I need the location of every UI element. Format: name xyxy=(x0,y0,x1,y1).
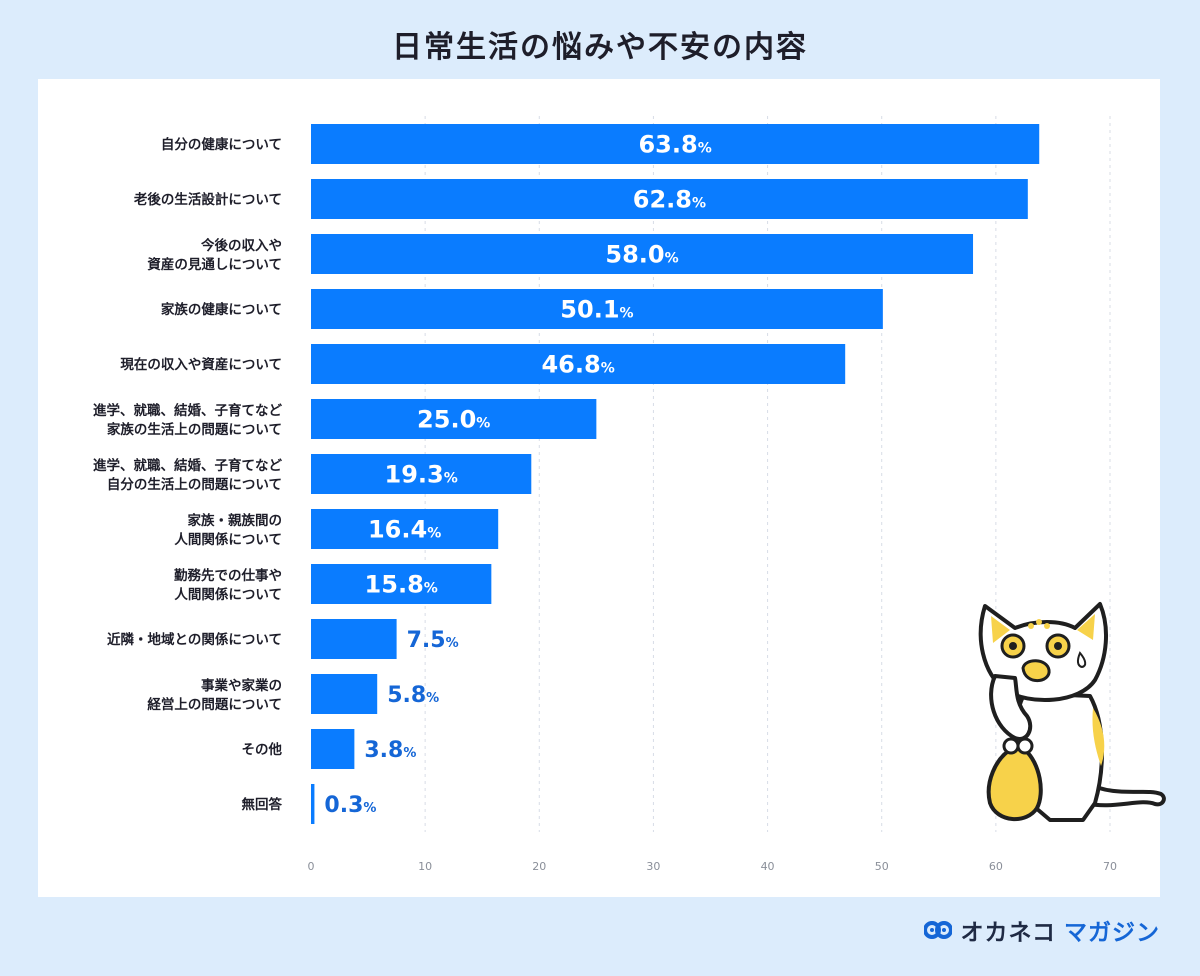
category-label-0: 自分の健康について xyxy=(161,136,282,153)
category-label-7: 家族・親族間の人間関係について xyxy=(174,512,282,548)
brand-subtitle: マガジン xyxy=(1064,920,1160,946)
value-label-10: 5.8% xyxy=(387,683,439,708)
x-tick-label-10: 10 xyxy=(418,860,432,873)
value-label-5: 25.0% xyxy=(417,406,490,434)
bar-8 xyxy=(311,564,492,604)
category-label-5: 進学、就職、結婚、子育てなど家族の生活上の問題について xyxy=(93,402,282,438)
bar-4 xyxy=(311,344,846,384)
chart-panel: 0 10 20 30 40 50 60 70 自分の健康について 63.8% 老後の生活設計について… xyxy=(38,79,1160,897)
bar-9 xyxy=(311,619,397,659)
value-label-2: 58.0% xyxy=(605,241,678,269)
binoculars-icon xyxy=(924,921,953,939)
value-label-7: 16.4% xyxy=(368,516,441,544)
x-tick-label-70: 70 xyxy=(1103,860,1117,873)
bar-0 xyxy=(311,124,1040,164)
x-tick-label-30: 30 xyxy=(646,860,660,873)
value-label-9: 7.5% xyxy=(407,628,459,653)
value-label-8: 15.8% xyxy=(365,571,438,599)
x-tick-label-40: 40 xyxy=(761,860,775,873)
page-title: 日常生活の悩みや不安の内容 xyxy=(392,30,808,65)
bar-chart: 0 10 20 30 40 50 60 70 自分の健康について 63.8% 老後の生活設計について… xyxy=(93,116,1117,873)
category-label-2: 今後の収入や資産の見通しについて xyxy=(147,237,282,273)
category-label-10: 事業や家業の経営上の問題について xyxy=(147,677,282,713)
value-label-12: 0.3% xyxy=(324,793,376,818)
bar-1 xyxy=(311,179,1028,219)
category-label-1: 老後の生活設計について xyxy=(134,191,282,208)
category-label-6: 進学、就職、結婚、子育てなど自分の生活上の問題について xyxy=(93,457,282,493)
x-tick-label-50: 50 xyxy=(875,860,889,873)
category-label-11: その他 xyxy=(242,741,283,758)
x-tick-label-0: 0 xyxy=(308,860,315,873)
brand-name: オカネコ xyxy=(960,920,1056,946)
value-label-4: 46.8% xyxy=(541,351,614,379)
bar-10 xyxy=(311,674,378,714)
bar-5 xyxy=(311,399,597,439)
brand-logo: オカネコ マガジン xyxy=(924,913,1160,947)
x-tick-label-20: 20 xyxy=(532,860,546,873)
bar-11 xyxy=(311,729,355,769)
x-tick-label-60: 60 xyxy=(989,860,1003,873)
bar-7 xyxy=(311,509,499,549)
bar-2 xyxy=(311,234,974,274)
category-label-12: 無回答 xyxy=(242,796,283,813)
worried-cat-illustration xyxy=(978,602,1166,822)
bar-12 xyxy=(311,784,315,824)
category-label-9: 近隣・地域との関係について xyxy=(107,631,282,648)
category-label-4: 現在の収入や資産について xyxy=(120,356,282,373)
bar-3 xyxy=(311,289,883,329)
value-label-6: 19.3% xyxy=(385,461,458,489)
bar-6 xyxy=(311,454,532,494)
value-label-0: 63.8% xyxy=(638,131,711,159)
category-label-3: 家族の健康について xyxy=(161,301,282,318)
category-label-8: 勤務先での仕事や人間関係について xyxy=(174,567,282,603)
value-label-1: 62.8% xyxy=(633,186,706,214)
value-label-11: 3.8% xyxy=(364,738,416,763)
value-label-3: 50.1% xyxy=(560,296,633,324)
